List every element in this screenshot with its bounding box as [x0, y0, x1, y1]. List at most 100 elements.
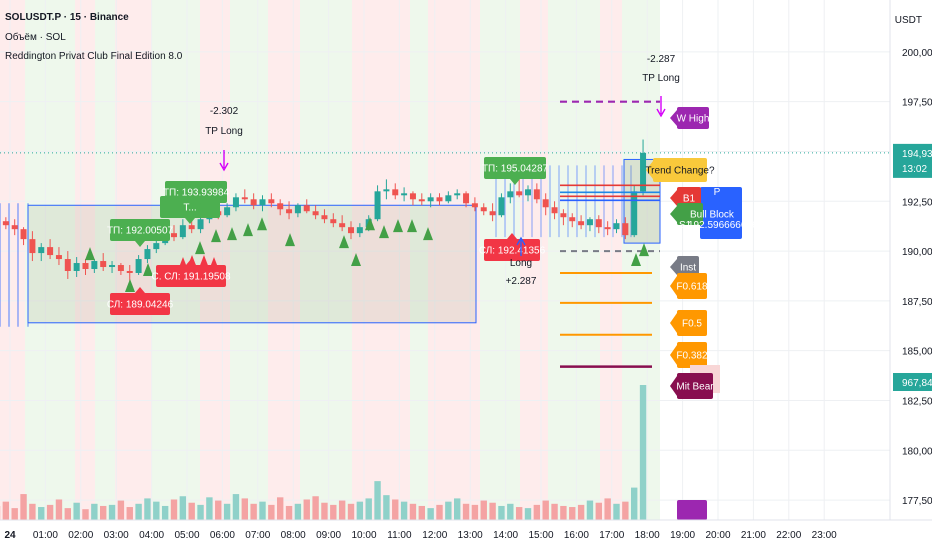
candle-body — [586, 219, 593, 226]
candle-body — [2, 221, 9, 226]
tp-label-1-bg — [110, 219, 170, 241]
trend-change-tag-pointer — [646, 161, 653, 179]
candle-body — [197, 219, 204, 230]
volume-bar — [498, 505, 505, 520]
time-tick: 01:00 — [33, 530, 58, 541]
session-band — [95, 0, 115, 520]
level-lines — [0, 100, 890, 368]
buy-signal-triangle — [227, 227, 237, 241]
candle-body — [542, 199, 549, 208]
volume-bar — [135, 503, 142, 520]
mit-bear-tag-bg — [677, 373, 713, 399]
w-high-tag-text: W High — [677, 114, 710, 125]
candle-body — [604, 227, 611, 230]
inst-tag: Inst — [670, 256, 699, 278]
volume-bar — [542, 500, 549, 520]
session-band — [548, 0, 600, 520]
grid-lines — [0, 0, 890, 520]
volume-bar — [330, 504, 337, 520]
volume-bar — [321, 502, 328, 520]
time-tick: 21:00 — [741, 530, 766, 541]
bull-block-tag-pointer — [670, 206, 677, 222]
tp-value-1: -2.302 — [210, 106, 239, 117]
long-arrow — [516, 236, 526, 256]
tp-label-1-text: ТП: 192.00507 — [107, 226, 174, 237]
candle-body — [569, 217, 576, 222]
buy-signal-triangle — [257, 217, 267, 231]
time-tick: 22:00 — [776, 530, 801, 541]
p-tag: P — [714, 187, 721, 198]
volume-bar — [153, 501, 160, 520]
candle-body — [622, 223, 629, 236]
volume-bar — [179, 496, 187, 520]
tp-value-2: -2.287 — [647, 54, 676, 65]
candle-body — [179, 225, 186, 238]
time-tick: 19:00 — [670, 530, 695, 541]
background-session-bands — [0, 0, 660, 520]
volume-bar — [409, 503, 417, 520]
volume-bar — [285, 505, 293, 520]
mit-bear-tag: Mit Bear — [670, 373, 714, 399]
volume-bar — [471, 504, 479, 520]
candle-body — [321, 215, 328, 220]
volume-bar — [206, 497, 213, 520]
candlesticks — [2, 139, 647, 281]
sl-label-2-text: С. СЛ: 191.19508 — [151, 272, 230, 283]
buy-signal-triangle — [351, 253, 361, 267]
volume-bar — [29, 503, 36, 520]
candle-body — [109, 265, 116, 268]
b1-tag-text: B1 — [683, 194, 696, 205]
f05-tag-bg — [677, 310, 707, 336]
candle-body — [277, 203, 284, 210]
symbol-title[interactable]: SOLUSDT.P · 15 · Binance — [5, 12, 129, 23]
volume-bar — [11, 508, 18, 520]
bull-block-tag-bg — [677, 203, 703, 225]
candle-body — [560, 213, 567, 218]
time-tick: 13:00 — [458, 530, 483, 541]
f0382-tag: F0.382 — [670, 342, 708, 368]
candle-body — [525, 189, 531, 196]
price-tick: 185,00 — [902, 347, 932, 358]
session-band — [428, 0, 480, 520]
tp-label-2-text: ТП: 193.93984 — [163, 188, 230, 199]
price-tick: 197,50 — [902, 98, 932, 109]
volume-indicator-title[interactable]: Объём · SOL — [5, 32, 66, 43]
session-band — [300, 0, 352, 520]
time-tick: 23:00 — [812, 530, 837, 541]
candle-body — [55, 255, 62, 260]
volume-bar — [489, 502, 496, 520]
candle-body — [383, 189, 390, 192]
session-band — [600, 0, 622, 520]
currency-unit[interactable]: USDT — [894, 15, 922, 26]
buy-signal-triangle — [631, 253, 641, 267]
volume-bar — [232, 494, 240, 520]
time-tick: 17:00 — [599, 530, 624, 541]
candle-body — [100, 261, 107, 268]
candle-body — [73, 263, 80, 271]
time-axis-bg — [0, 520, 932, 550]
countdown-value: 13:02 — [902, 164, 927, 175]
candle-body — [153, 243, 160, 250]
price-tick: 182,50 — [902, 396, 932, 407]
last-price-tag-bg — [893, 143, 932, 178]
candle-body — [436, 197, 443, 202]
candle-body — [144, 249, 151, 260]
buy-signal-triangle — [423, 227, 433, 241]
session-band — [410, 0, 428, 520]
volume-bar — [294, 503, 302, 520]
tp-label-1-pointer — [135, 241, 145, 247]
candle-body — [303, 205, 310, 212]
volume-tag-bg — [893, 373, 932, 391]
candle-body — [126, 271, 133, 273]
custom-indicator-title[interactable]: Reddington Privat Club Final Edition 8.0 — [5, 51, 183, 62]
tp-label-2-bg — [165, 181, 227, 203]
buy-signal-triangle — [243, 223, 253, 237]
candle-body — [516, 191, 523, 196]
volume-bar — [569, 507, 576, 520]
volume-bar — [241, 498, 248, 520]
time-tick: 04:00 — [139, 530, 164, 541]
candle-body — [286, 209, 293, 214]
buy-signal-triangle — [639, 243, 649, 257]
candle-body — [427, 197, 434, 202]
